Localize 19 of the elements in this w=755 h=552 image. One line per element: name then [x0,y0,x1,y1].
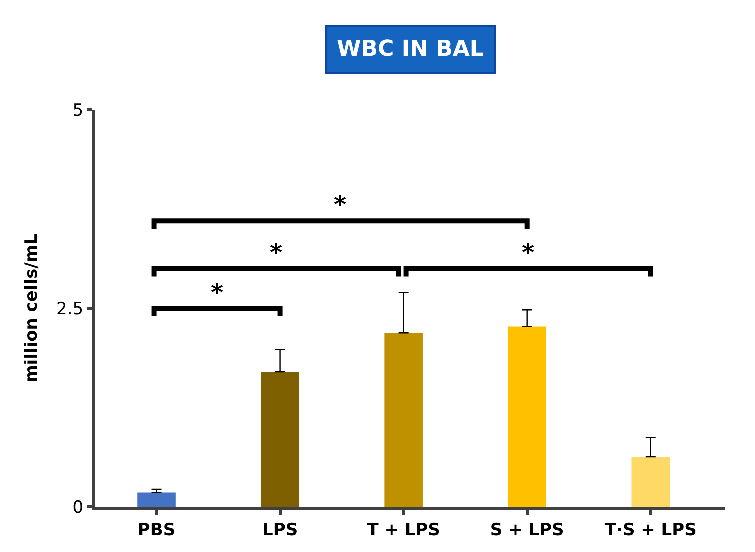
annotation: * [334,191,347,219]
y-axis-title: million cells/mL [22,234,42,383]
y-tick-label: 2.5 [56,299,84,320]
bar [632,456,670,507]
annotation: * [211,279,224,307]
y-tick-label: 5 [72,100,84,121]
x-tick-label: T + LPS [367,520,440,540]
annotation: * [270,239,283,267]
y-tick-label: 0 [72,498,84,518]
bar [138,492,176,507]
bar [508,326,546,507]
bar [261,372,300,507]
chart-title: WBC IN BAL [337,37,484,62]
annotation: * [522,239,535,267]
x-tick-label: PBS [138,520,176,540]
x-tick-label: S + LPS [490,520,564,540]
x-tick-label: T·S + LPS [604,520,697,540]
bar [384,333,423,507]
x-tick-label: LPS [262,520,298,540]
